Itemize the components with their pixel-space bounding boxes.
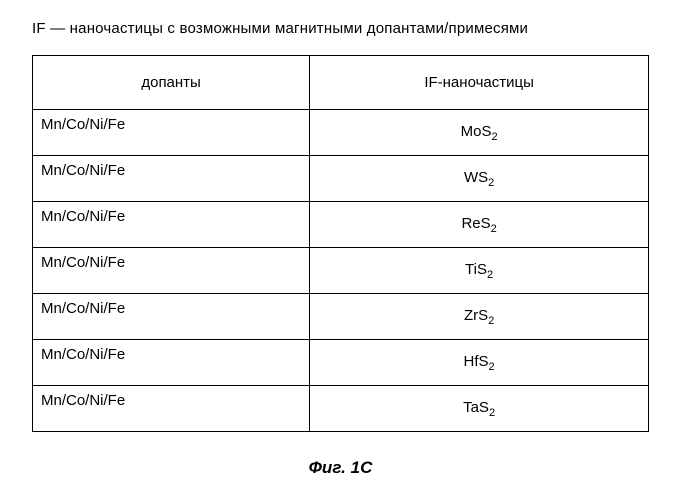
cell-formula: ZrS2 (310, 294, 649, 340)
cell-dopant: Mn/Co/Ni/Fe (33, 202, 310, 248)
formula-sub: 2 (491, 131, 497, 143)
cell-formula: TiS2 (310, 248, 649, 294)
table-row: Mn/Co/Ni/Fe MoS2 (33, 110, 649, 156)
formula-sub: 2 (488, 177, 494, 189)
formula-base: MoS (461, 123, 492, 140)
table-row: Mn/Co/Ni/Fe HfS2 (33, 340, 649, 386)
formula-sub: 2 (487, 269, 493, 281)
cell-dopant: Mn/Co/Ni/Fe (33, 340, 310, 386)
formula-sub: 2 (489, 361, 495, 373)
cell-dopant: Mn/Co/Ni/Fe (33, 156, 310, 202)
figure-caption: Фиг. 1С (32, 458, 649, 478)
table-row: Mn/Co/Ni/Fe WS2 (33, 156, 649, 202)
cell-formula: MoS2 (310, 110, 649, 156)
formula-sub: 2 (489, 407, 495, 419)
cell-dopant: Mn/Co/Ni/Fe (33, 110, 310, 156)
column-header-dopants: допанты (33, 56, 310, 110)
cell-dopant: Mn/Co/Ni/Fe (33, 248, 310, 294)
cell-dopant: Mn/Co/Ni/Fe (33, 386, 310, 432)
cell-formula: TaS2 (310, 386, 649, 432)
cell-formula: ReS2 (310, 202, 649, 248)
formula-base: WS (464, 169, 488, 186)
cell-formula: WS2 (310, 156, 649, 202)
table-row: Mn/Co/Ni/Fe TaS2 (33, 386, 649, 432)
dopants-table: допанты IF-наночастицы Mn/Co/Ni/Fe MoS2 … (32, 55, 649, 432)
column-header-if: IF-наночастицы (310, 56, 649, 110)
formula-base: HfS (464, 353, 489, 370)
formula-base: ReS (461, 215, 490, 232)
formula-base: TaS (463, 399, 489, 416)
table-row: Mn/Co/Ni/Fe ReS2 (33, 202, 649, 248)
cell-formula: HfS2 (310, 340, 649, 386)
table-row: Mn/Co/Ni/Fe TiS2 (33, 248, 649, 294)
table-row: Mn/Co/Ni/Fe ZrS2 (33, 294, 649, 340)
formula-base: TiS (465, 261, 487, 278)
formula-sub: 2 (491, 223, 497, 235)
page-title: IF — наночастицы с возможными магнитными… (32, 20, 649, 37)
formula-sub: 2 (488, 315, 494, 327)
table-header-row: допанты IF-наночастицы (33, 56, 649, 110)
cell-dopant: Mn/Co/Ni/Fe (33, 294, 310, 340)
formula-base: ZrS (464, 307, 488, 324)
